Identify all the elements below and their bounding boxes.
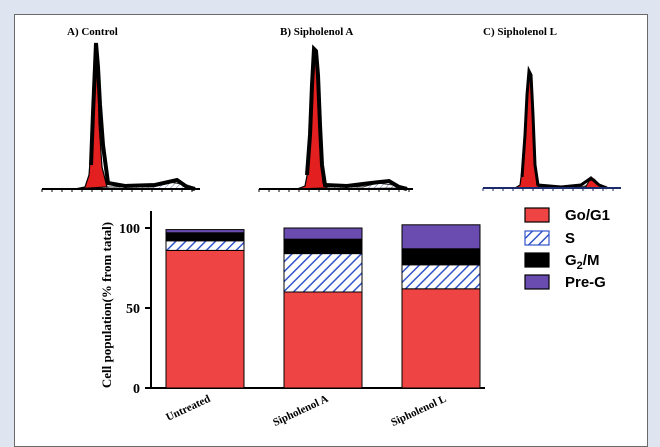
bar-segment-s-0: [165, 240, 245, 251]
legend-label: Go/G1: [565, 207, 610, 224]
bars: [165, 224, 481, 389]
figure-canvas: A) Control B) Sipholenol A C) Sipholenol…: [41, 26, 621, 429]
panel-title-c: C) Sipholenol L: [483, 26, 557, 38]
y-ticks: 0 50 100: [119, 222, 151, 397]
y-tick-label: 50: [126, 302, 140, 317]
y-axis-label: Cell population(% from tatal): [99, 222, 114, 388]
legend-swatch: [524, 230, 550, 246]
histogram-sipholenol-a: [258, 44, 413, 192]
bar-segment-s-2: [401, 264, 481, 290]
bar-segment-pre-g-2: [401, 224, 481, 250]
panel-title-b: B) Sipholenol A: [280, 26, 353, 38]
legend-label: S: [565, 230, 575, 247]
legend-swatch: [524, 274, 550, 290]
histogram-sipholenol-l: [482, 65, 621, 191]
legend-label: Pre-G: [565, 274, 606, 291]
bar-segment-go-g1-0: [165, 249, 245, 389]
bar-segment-g2-m-0: [165, 232, 245, 242]
bar-segment-go-g1-1: [283, 291, 363, 389]
bar-segment-pre-g-0: [165, 229, 245, 234]
x-tick-labels: Untreated Sipholenol A Sipholenol L: [164, 393, 448, 429]
bar-segment-go-g1-2: [401, 288, 481, 389]
x-tick-label: Sipholenol L: [389, 393, 448, 429]
y-tick-label: 0: [133, 382, 140, 397]
figure-frame: A) Control B) Sipholenol A C) Sipholenol…: [14, 14, 648, 447]
legend-swatch: [524, 252, 550, 268]
bar-segment-g2-m-1: [283, 238, 363, 255]
x-tick-label: Sipholenol A: [271, 393, 330, 429]
histogram-control: [41, 42, 200, 192]
legend-label: G2/M: [565, 252, 599, 272]
legend: Go/G1 S G2/M Pre-G: [524, 207, 610, 291]
x-tick-label: Untreated: [164, 393, 212, 424]
bar-segment-s-1: [283, 253, 363, 293]
bar-segment-pre-g-1: [283, 227, 363, 240]
bar-segment-g2-m-2: [401, 248, 481, 266]
panel-title-a: A) Control: [67, 26, 118, 38]
legend-swatch: [524, 207, 550, 223]
stacked-bar-chart: Cell population(% from tatal) 0 50 100 Unt…: [99, 211, 485, 429]
y-tick-label: 100: [119, 222, 140, 237]
